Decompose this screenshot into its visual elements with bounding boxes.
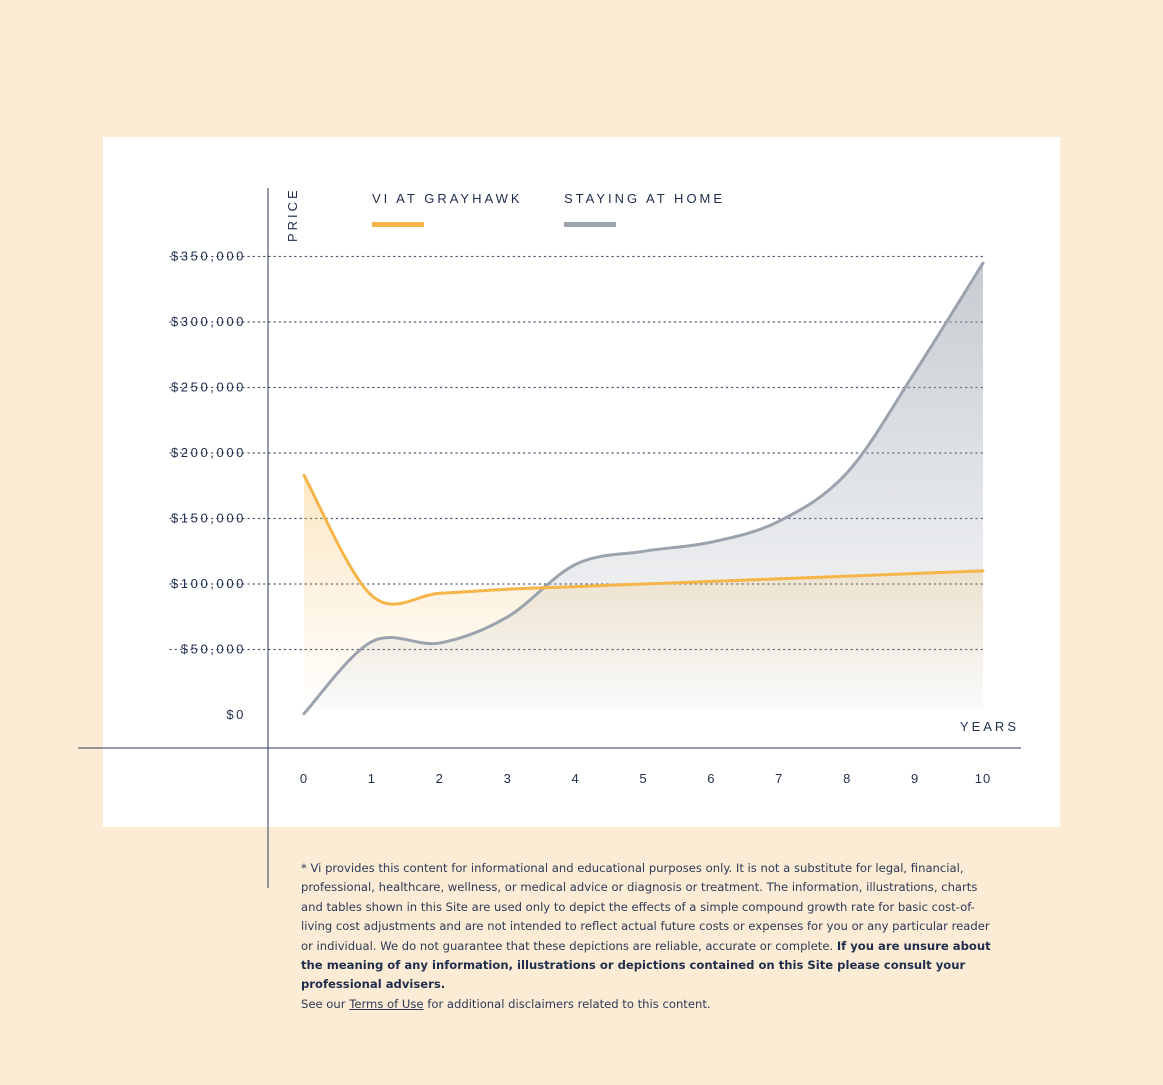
y-tick-labels: $0 $50,000 $100,000 $150,000 $200,000 $250,00…	[171, 249, 246, 723]
legend: VI AT GRAYHAWK STAYING AT HOME	[372, 191, 725, 227]
y-tick-label: $150,000	[171, 511, 246, 526]
x-tick-label: 4	[571, 771, 579, 786]
legend-label-vi: VI AT GRAYHAWK	[372, 191, 523, 206]
x-axis-title: YEARS	[960, 719, 1019, 734]
x-tick-label: 2	[436, 771, 444, 786]
series-lines	[302, 261, 985, 716]
terms-of-use-link[interactable]: Terms of Use	[349, 996, 424, 1011]
series-areas	[304, 263, 983, 714]
x-tick-label: 6	[707, 771, 715, 786]
x-tick-label: 0	[300, 771, 308, 786]
disclaimer-body: * Vi provides this content for informati…	[301, 861, 990, 953]
series-area-0	[304, 475, 983, 710]
x-tick-label: 8	[843, 771, 851, 786]
x-tick-labels: 0 1 2 3 4 5 6 7 8 9 10	[300, 771, 991, 786]
y-tick-label: $200,000	[171, 445, 246, 460]
y-tick-label: $300,000	[171, 314, 246, 329]
disclaimer-see-suffix: for additional disclaimers related to th…	[427, 996, 711, 1011]
disclaimer-bold: If you are unsure about the meaning of a…	[301, 938, 991, 992]
x-tick-label: 7	[775, 771, 783, 786]
x-tick-label: 5	[639, 771, 647, 786]
series-line-1	[302, 261, 985, 716]
y-tick-label: $50,000	[181, 642, 246, 657]
disclaimer-see-prefix: See our	[301, 996, 346, 1011]
x-tick-label: 1	[368, 771, 376, 786]
series-line-0	[302, 473, 985, 606]
y-tick-label: $100,000	[171, 576, 246, 591]
disclaimer: * Vi provides this content for informati…	[301, 859, 991, 1014]
y-axis-title: PRICE	[285, 187, 300, 242]
legend-swatch-home	[564, 222, 616, 227]
y-tick-label: $0	[226, 707, 246, 722]
x-tick-label: 3	[504, 771, 512, 786]
y-tick-label: $350,000	[171, 249, 246, 264]
y-tick-label: $250,000	[171, 380, 246, 395]
x-tick-label: 10	[975, 771, 991, 786]
legend-label-home: STAYING AT HOME	[564, 191, 725, 206]
legend-swatch-vi	[372, 222, 424, 227]
x-tick-label: 9	[911, 771, 919, 786]
